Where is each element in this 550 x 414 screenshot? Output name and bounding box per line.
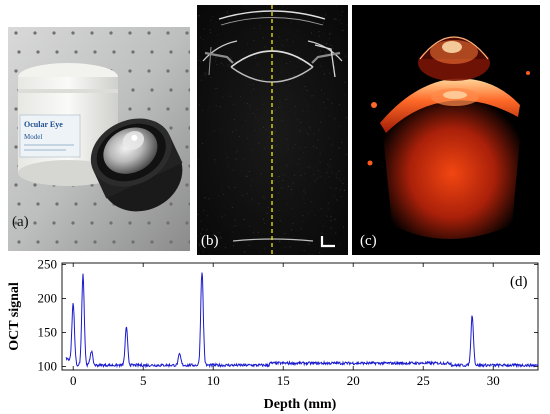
- panel-label-c: (c): [360, 233, 377, 249]
- oct-bscan-image: (b): [197, 5, 348, 255]
- y-tick-label: 100: [38, 359, 58, 374]
- ascan-chart-panel-d: 0 5 10 15 20 25 30 100 150 200 250 Depth (mm) OCT…: [0, 255, 550, 414]
- plot-frame: [61, 262, 539, 371]
- bscan-panel-b: (b): [197, 5, 348, 255]
- x-tick-label: 10: [207, 373, 220, 388]
- x-tick-label: 5: [140, 373, 147, 388]
- y-tick-label: 200: [38, 290, 58, 305]
- photo-panel-a: Ocular Eye Model (a): [8, 27, 190, 251]
- oct-signal-series-line: [65, 272, 539, 369]
- oct-volume-render: (c): [352, 5, 540, 255]
- axis-ticks: [62, 263, 538, 370]
- x-axis-label: Depth (mm): [264, 397, 337, 412]
- speckle-noise: [197, 5, 348, 255]
- volume-panel-c: (c): [352, 5, 540, 255]
- scale-bar-icon: [320, 236, 335, 248]
- panel-label-b: (b): [201, 233, 219, 249]
- jar-label-line-2: Model: [24, 133, 42, 141]
- x-tick-labels: 0 5 10 15 20 25 30: [70, 373, 500, 388]
- oct-signal-chart: 0 5 10 15 20 25 30 100 150 200 250 Depth (mm) OCT…: [7, 256, 539, 412]
- x-tick-label: 25: [417, 373, 430, 388]
- x-tick-label: 15: [277, 373, 290, 388]
- volume-body: [382, 93, 522, 239]
- eye-holder: [90, 118, 183, 212]
- y-tick-label: 150: [38, 325, 58, 340]
- cornea-surface-render: [380, 78, 520, 133]
- eye-model-photo: Ocular Eye Model (a): [8, 27, 190, 251]
- panel-label-a: (a): [12, 214, 29, 230]
- y-axis-label: OCT signal: [7, 282, 22, 351]
- x-tick-label: 20: [347, 373, 360, 388]
- y-tick-label: 250: [38, 256, 58, 271]
- cornea-anterior: [218, 10, 326, 20]
- jar-label-line-1: Ocular Eye: [24, 120, 63, 129]
- panel-label-d: (d): [510, 274, 528, 290]
- x-tick-label: 0: [70, 373, 77, 388]
- x-tick-label: 30: [487, 373, 500, 388]
- y-tick-labels: 100 150 200 250: [38, 256, 58, 373]
